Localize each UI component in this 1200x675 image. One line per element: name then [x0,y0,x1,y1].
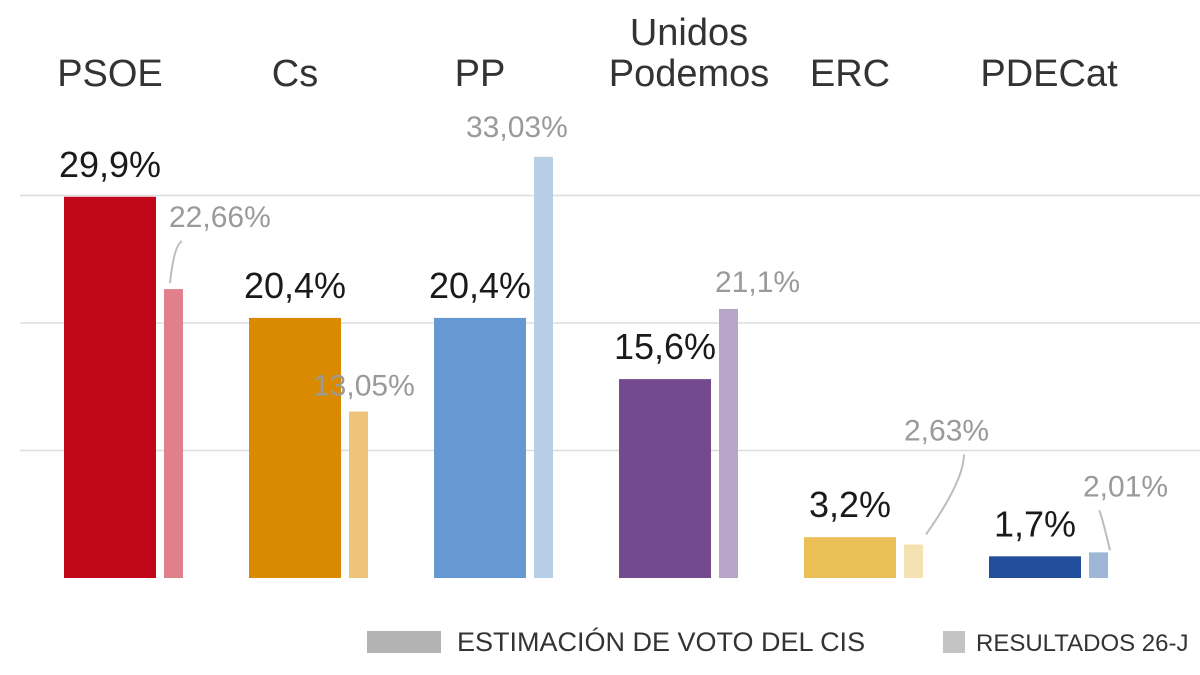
bars [64,156,1108,578]
bar-result [534,156,553,578]
legend-swatch-results [943,631,965,653]
category-label: Cs [272,53,318,95]
category-label: PP [455,53,506,95]
bar-estimate [989,556,1081,578]
value-label-result: 33,03% [466,111,568,144]
bar-estimate [434,317,526,578]
gridlines [20,194,1200,452]
bar-result [164,289,183,578]
category-label: Unidos [630,12,748,54]
value-label-estimate: 15,6% [614,326,716,367]
bar-result [349,411,368,578]
category-label: Podemos [609,53,770,95]
bar-result [904,544,923,578]
label-leader-line [169,240,183,284]
value-label-estimate: 1,7% [994,503,1076,544]
category-label: PDECat [980,53,1118,95]
label-leader-line [1098,509,1111,551]
legend-label-results: RESULTADOS 26-J [976,630,1189,657]
value-labels: 29,9%22,66% 20,4% 13,05% 20,4% 33,03% 15,6% 21… [59,111,1168,551]
value-label-result: 22,66% [169,201,271,234]
category-label: PSOE [57,53,163,95]
value-label-estimate: 20,4% [429,265,531,306]
value-label-estimate: 29,9% [59,144,161,185]
bar-result [1089,552,1108,578]
value-label-result: 2,01% [1083,470,1168,503]
bar-estimate [619,379,711,578]
legend-swatch-estimate [367,631,441,653]
bar-estimate [64,196,156,578]
category-label: ERC [810,53,890,95]
value-label-result: 13,05% [313,370,415,403]
bar-estimate [804,537,896,578]
legend: ESTIMACIÓN DE VOTO DEL CIS RESULTADOS 26… [367,626,1189,657]
value-label-estimate: 20,4% [244,265,346,306]
value-label-estimate: 3,2% [809,484,891,525]
legend-label-estimate: ESTIMACIÓN DE VOTO DEL CIS [457,626,865,657]
value-label-result: 2,63% [904,414,989,447]
bar-result [719,308,738,578]
bar-estimate [249,317,341,578]
label-leader-line [925,454,965,536]
value-label-result: 21,1% [715,266,800,299]
